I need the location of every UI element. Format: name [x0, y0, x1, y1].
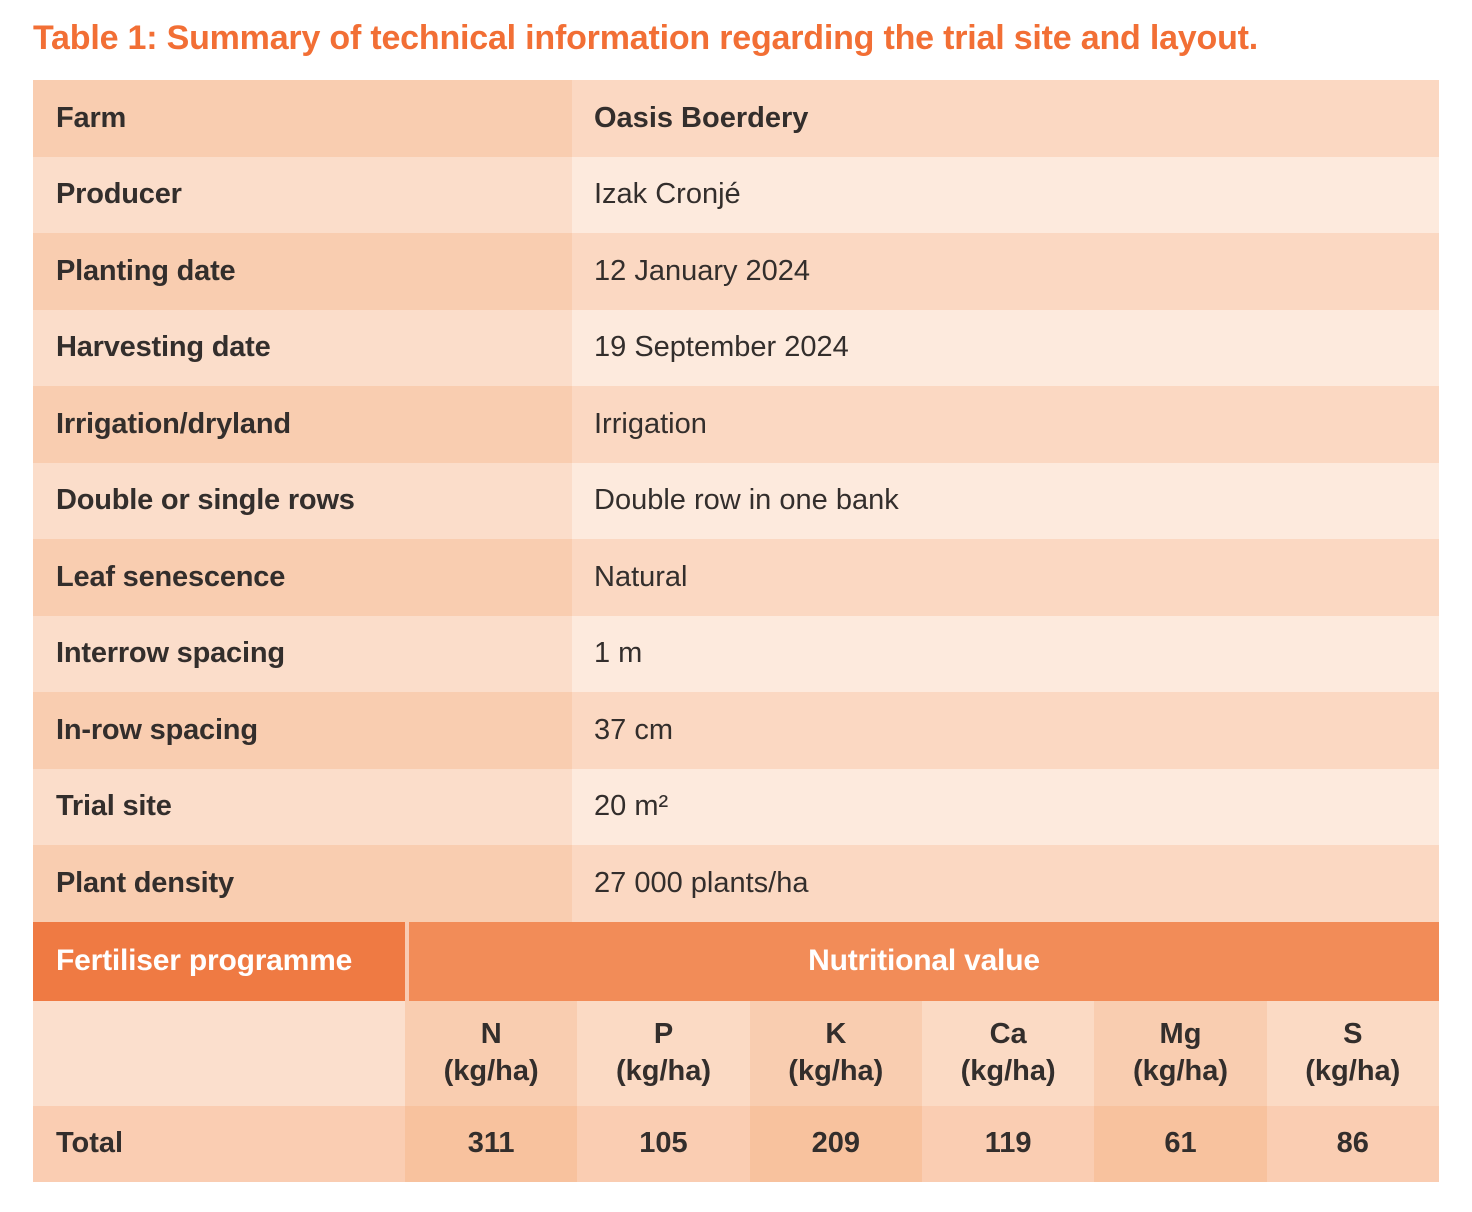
table-row: Plant density 27 000 plants/ha: [33, 845, 1439, 922]
table-row: Irrigation/dryland Irrigation: [33, 386, 1439, 463]
total-value: 311: [405, 1105, 578, 1182]
total-row: Total 311 105 209 119 61 86: [33, 1105, 1439, 1182]
nutrient-unit: (kg/ha): [960, 1055, 1056, 1087]
row-label: Plant density: [33, 845, 572, 922]
trial-summary-table: Farm Oasis Boerdery Producer Izak Cronjé Pla…: [33, 80, 1439, 1182]
nutrient-unit: (kg/ha): [1305, 1055, 1401, 1087]
row-label: Double or single rows: [33, 462, 572, 539]
nutrient-column-header: P (kg/ha): [577, 1000, 750, 1106]
row-label: Planting date: [33, 233, 572, 310]
table-row: Farm Oasis Boerdery: [33, 80, 1439, 157]
table-row: Double or single rows Double row in one b…: [33, 462, 1439, 539]
nutrient-column-header: S (kg/ha): [1266, 1000, 1439, 1106]
nutrient-unit: (kg/ha): [443, 1055, 539, 1087]
total-label: Total: [33, 1105, 405, 1182]
total-value: 61: [1094, 1105, 1267, 1182]
nutrient-symbol: P: [653, 1018, 674, 1050]
row-value: Natural: [572, 539, 1439, 616]
nutrient-column-header: K (kg/ha): [749, 1000, 922, 1106]
nutritional-value-header: Nutritional value: [405, 921, 1439, 1001]
row-label: Producer: [33, 156, 572, 233]
fertiliser-header-row: Fertiliser programme Nutritional value: [33, 921, 1439, 1001]
table-row: Leaf senescence Natural: [33, 539, 1439, 616]
row-label: Trial site: [33, 768, 572, 845]
table-row: Planting date 12 January 2024: [33, 233, 1439, 310]
row-label: Irrigation/dryland: [33, 386, 572, 463]
nutrient-symbol: N: [480, 1018, 502, 1050]
column-header-spacer-cell: [33, 1000, 405, 1106]
nutrient-unit: (kg/ha): [615, 1055, 712, 1087]
row-label: In-row spacing: [33, 692, 572, 769]
total-values: 311 105 209 119 61 86: [405, 1105, 1439, 1182]
total-value: 209: [749, 1105, 922, 1182]
nutrient-column-header-row: N (kg/ha) P (kg/ha) K (kg/ha) Ca (kg/ha) Mg (kg/h…: [33, 1000, 1439, 1106]
nutrient-columns: N (kg/ha) P (kg/ha) K (kg/ha) Ca (kg/ha) Mg (kg/h…: [405, 1000, 1439, 1106]
table-row: In-row spacing 37 cm: [33, 692, 1439, 769]
row-value: Irrigation: [572, 386, 1439, 463]
row-value: 27 000 plants/ha: [572, 845, 1439, 922]
row-value: 19 September 2024: [572, 309, 1439, 386]
total-value: 119: [921, 1105, 1095, 1182]
table-row: Trial site 20 m²: [33, 768, 1439, 845]
nutrient-column-header: N (kg/ha): [405, 1000, 578, 1106]
nutrient-symbol: Mg: [1159, 1018, 1202, 1050]
fertiliser-programme-header: Fertiliser programme: [33, 921, 405, 1001]
table-row: Producer Izak Cronjé: [33, 156, 1439, 233]
row-value: 37 cm: [572, 692, 1439, 769]
table-row: Harvesting date 19 September 2024: [33, 309, 1439, 386]
row-value: 1 m: [572, 615, 1439, 692]
nutrient-column-header: Mg (kg/ha): [1094, 1000, 1267, 1106]
row-value: Double row in one bank: [572, 462, 1439, 539]
nutrient-symbol: K: [825, 1018, 847, 1050]
table-row: Interrow spacing 1 m: [33, 615, 1439, 692]
total-value: 105: [577, 1105, 750, 1182]
total-value: 86: [1266, 1105, 1439, 1182]
nutrient-symbol: Ca: [989, 1018, 1027, 1050]
row-value: Izak Cronjé: [572, 156, 1439, 233]
row-label: Interrow spacing: [33, 615, 572, 692]
nutrient-unit: (kg/ha): [788, 1055, 884, 1087]
info-rows-section: Farm Oasis Boerdery Producer Izak Cronjé Pla…: [33, 80, 1439, 922]
nutrient-unit: (kg/ha): [1132, 1055, 1228, 1087]
row-value: Oasis Boerdery: [572, 80, 1439, 157]
row-value: 20 m²: [572, 768, 1439, 845]
nutrient-column-header: Ca (kg/ha): [921, 1000, 1095, 1106]
row-label: Farm: [33, 80, 572, 157]
row-value: 12 January 2024: [572, 233, 1439, 310]
row-label: Leaf senescence: [33, 539, 572, 616]
table-title: Table 1: Summary of technical informatio…: [33, 19, 1259, 57]
row-label: Harvesting date: [33, 309, 572, 386]
nutrient-symbol: S: [1343, 1018, 1363, 1050]
